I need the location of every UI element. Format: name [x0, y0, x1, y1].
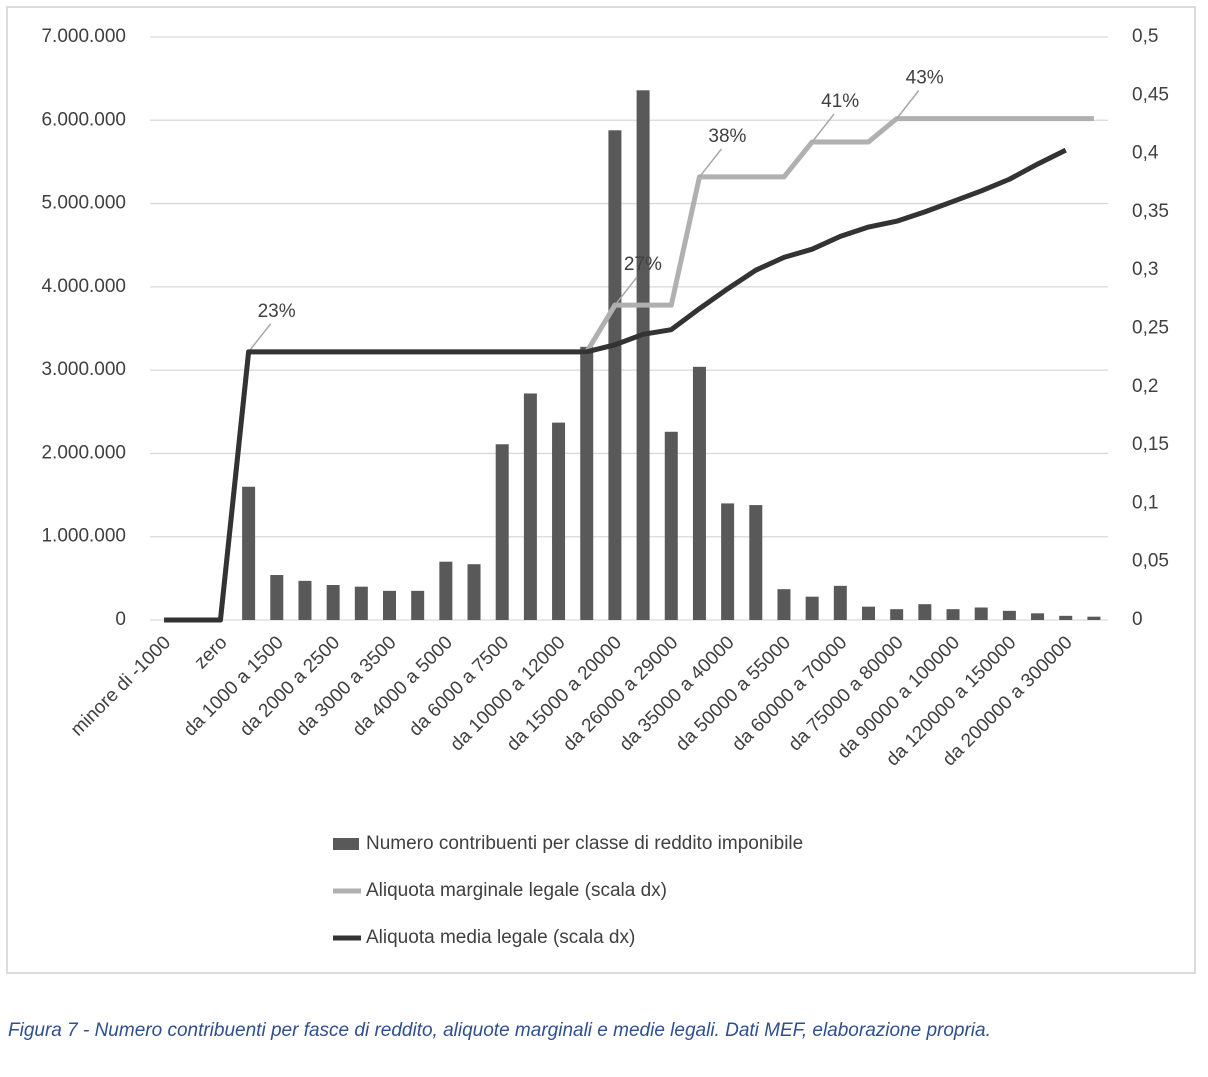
y-tick-label: 2.000.000: [41, 442, 126, 463]
label-leader: [896, 90, 920, 120]
bar: [495, 444, 509, 620]
bar: [721, 503, 735, 620]
y2-tick-label: 0,15: [1132, 434, 1169, 455]
bar: [636, 90, 650, 620]
bar: [833, 585, 847, 620]
data-label: 23%: [258, 301, 296, 322]
bar: [918, 604, 932, 620]
y2-tick-label: 0,5: [1132, 26, 1158, 47]
chart-frame: [6, 6, 1196, 974]
bar: [1002, 610, 1016, 620]
legend-label: Aliquota media legale (scala dx): [366, 927, 635, 948]
y2-tick-label: 0,35: [1132, 201, 1169, 222]
bar: [552, 422, 566, 620]
bar: [411, 590, 425, 620]
bar: [298, 580, 312, 620]
bar: [580, 346, 594, 620]
y-tick-label: 0: [115, 609, 126, 630]
y-tick-label: 5.000.000: [41, 193, 126, 214]
y2-tick-label: 0: [1132, 609, 1143, 630]
y-tick-label: 4.000.000: [41, 276, 126, 297]
caption: Figura 7 - Numero contribuenti per fasce…: [8, 1020, 991, 1041]
bar: [439, 561, 453, 620]
label-leader: [811, 113, 835, 143]
bar: [242, 486, 256, 620]
bar: [270, 575, 284, 620]
y-tick-label: 7.000.000: [41, 26, 126, 47]
bar: [326, 585, 340, 620]
bar: [1059, 615, 1073, 620]
data-label: 38%: [708, 126, 746, 147]
y-tick-label: 6.000.000: [41, 109, 126, 130]
line: [164, 147, 1067, 623]
bar: [383, 590, 396, 620]
legend-label: Aliquota marginale legale (scala dx): [366, 880, 667, 901]
y2-tick-label: 0,1: [1132, 492, 1158, 513]
bar: [890, 609, 904, 620]
y2-tick-label: 0,3: [1132, 259, 1158, 280]
y2-tick-label: 0,4: [1132, 143, 1159, 164]
label-leader: [248, 323, 272, 353]
legend-label: Numero contribuenti per classe di reddit…: [366, 833, 803, 854]
y2-tick-label: 0,05: [1132, 551, 1169, 572]
y-tick-label: 1.000.000: [41, 526, 126, 547]
y-tick-label: 3.000.000: [41, 359, 126, 380]
bar: [523, 393, 537, 620]
bar: [1087, 616, 1101, 620]
bar: [805, 596, 819, 620]
bar: [608, 130, 622, 620]
bar: [749, 505, 763, 620]
bar: [946, 609, 960, 620]
bar: [467, 564, 481, 620]
bar: [664, 431, 678, 620]
legend-swatch: [333, 838, 359, 850]
bar: [862, 606, 875, 620]
y2-tick-label: 0,25: [1132, 318, 1169, 339]
bar: [354, 586, 368, 620]
bar: [777, 589, 791, 620]
bar: [692, 366, 706, 620]
bar: [1031, 613, 1045, 620]
data-label: 43%: [906, 68, 944, 89]
data-label: 27%: [624, 254, 662, 275]
bar: [974, 607, 988, 620]
label-leader: [614, 276, 638, 306]
data-label: 41%: [821, 91, 859, 112]
y2-tick-label: 0,45: [1132, 84, 1169, 105]
label-leader: [698, 148, 723, 178]
y2-tick-label: 0,2: [1132, 376, 1158, 397]
